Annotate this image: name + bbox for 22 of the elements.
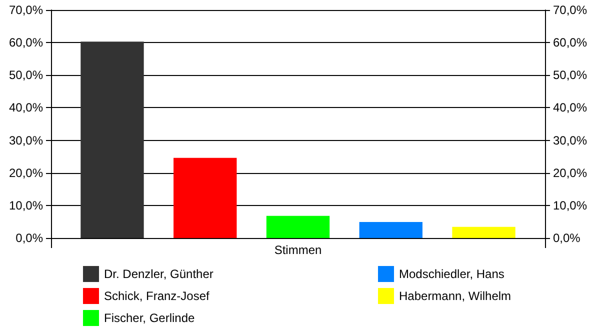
text: 20,0% bbox=[553, 166, 588, 180]
legend-label: Fischer, Gerlinde bbox=[104, 311, 196, 325]
y-tick-label: 60,0% bbox=[8, 36, 44, 50]
y-tick-label: 10,0% bbox=[8, 198, 44, 212]
y-tick-label: 70,0% bbox=[8, 3, 44, 17]
y-tick-label: 50,0% bbox=[8, 68, 44, 82]
text: 10,0% bbox=[553, 198, 588, 212]
text: 30,0% bbox=[553, 133, 588, 148]
text: 0,0% bbox=[553, 231, 580, 245]
legend-label: Schick, Franz-Josef bbox=[104, 289, 210, 303]
legend-label: Dr. Denzler, Günther bbox=[104, 267, 214, 281]
legend-label: Modschiedler, Hans bbox=[399, 267, 504, 281]
text: 50,0% bbox=[553, 68, 588, 82]
y-tick-label: 0,0% bbox=[16, 231, 44, 245]
text: 70,0% bbox=[553, 3, 588, 17]
text: 40,0% bbox=[553, 100, 588, 115]
legend-label: Habermann, Wilhelm bbox=[399, 289, 512, 303]
y-tick-label: 40,0% bbox=[8, 100, 44, 115]
x-tick-label: Stimmen bbox=[274, 243, 322, 257]
y-tick-label: 20,0% bbox=[8, 166, 44, 180]
text: 60,0% bbox=[553, 36, 588, 50]
y-tick-label: 30,0% bbox=[8, 133, 44, 148]
